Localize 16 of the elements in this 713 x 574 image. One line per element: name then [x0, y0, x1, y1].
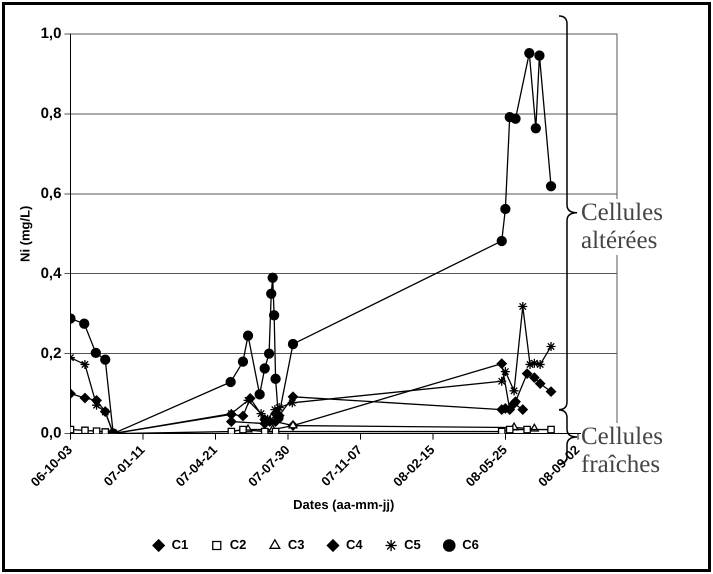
legend-label: C5 — [404, 537, 421, 552]
legend-label: C1 — [172, 537, 188, 552]
y-tick-label: 0,2 — [40, 344, 62, 362]
annotation: Cellules altérées — [581, 198, 671, 255]
y-tick-label: 1,0 — [40, 25, 62, 42]
y-tick-label: 0,4 — [40, 264, 62, 282]
annotation: Cellules fraîches — [581, 422, 671, 479]
y-axis-title: Ni (mg/L) — [17, 206, 32, 262]
y-tick-label: 0,6 — [40, 184, 62, 202]
y-tick-label: 0,0 — [40, 424, 62, 442]
x-axis-title: Dates (aa-mm-jj) — [293, 496, 394, 512]
legend-label: C4 — [346, 537, 364, 552]
legend-label: C2 — [230, 537, 246, 552]
y-tick-label: 0,8 — [40, 105, 62, 122]
legend-label: C3 — [288, 537, 305, 552]
legend-label: C6 — [462, 537, 479, 552]
